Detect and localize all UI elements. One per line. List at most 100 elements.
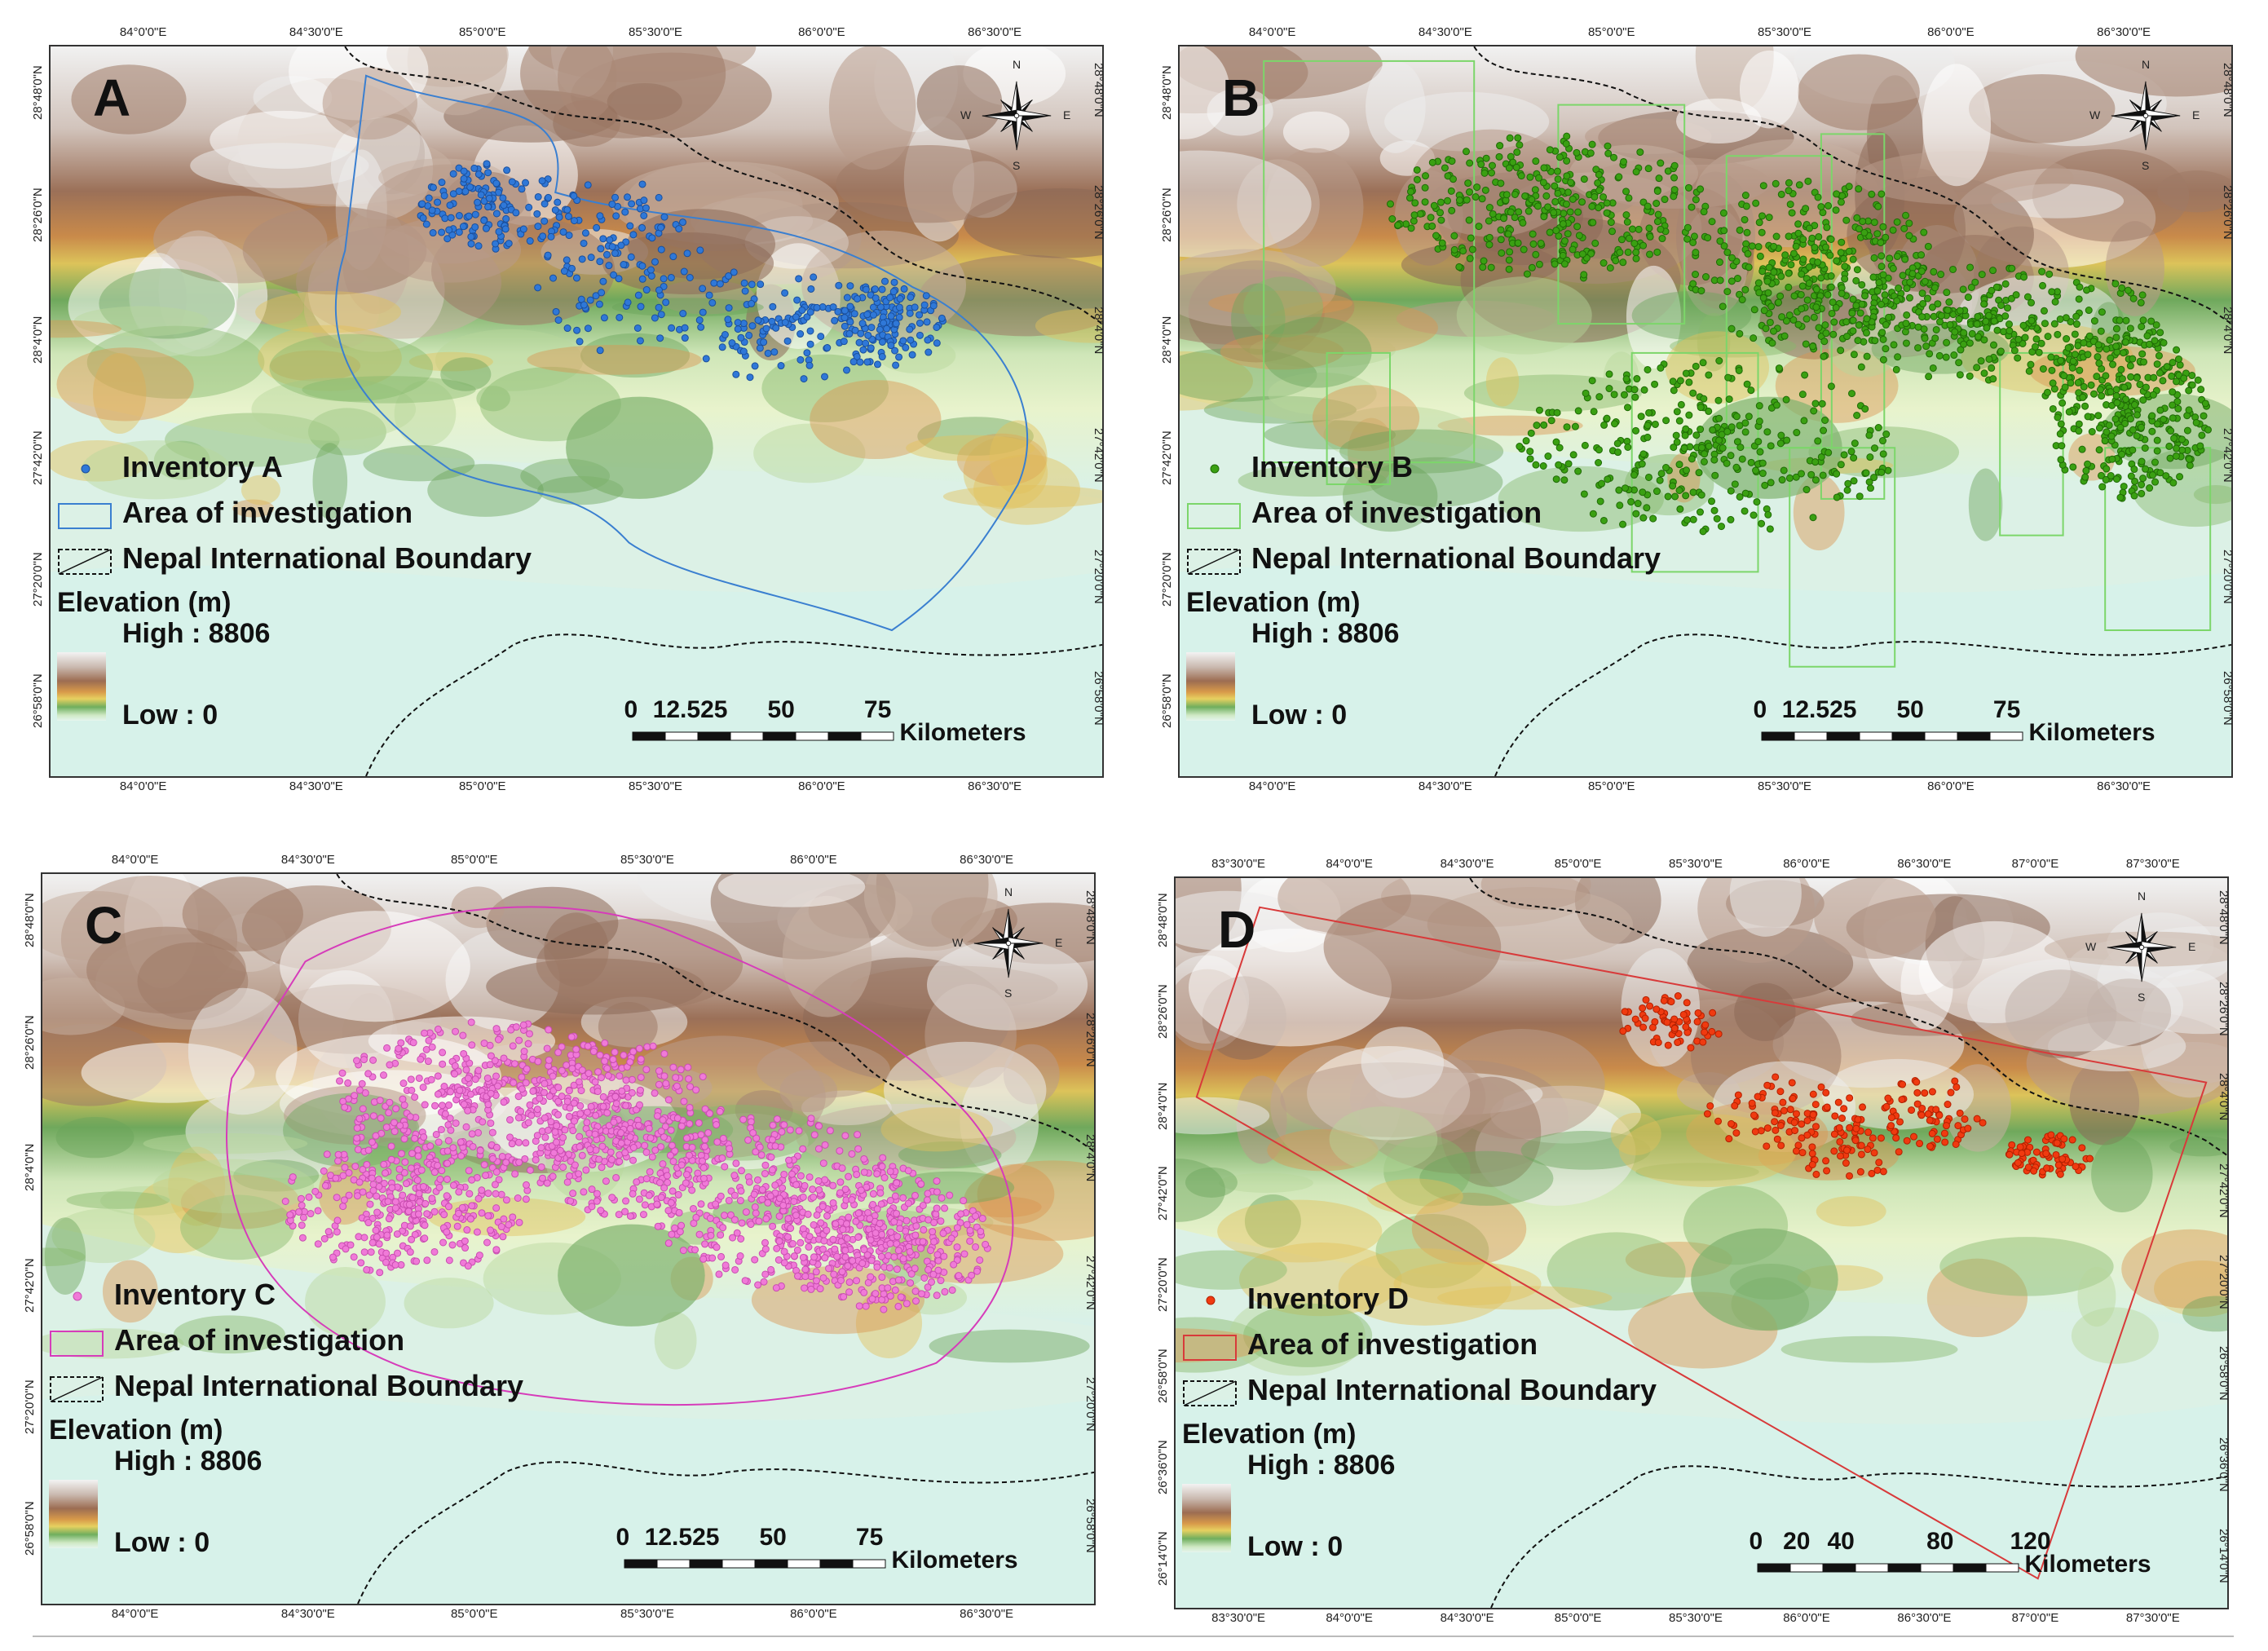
landslide-point — [2063, 336, 2070, 342]
landslide-point — [501, 1055, 507, 1062]
landslide-point — [2039, 268, 2045, 275]
landslide-point — [409, 1150, 416, 1157]
landslide-point — [545, 1127, 551, 1133]
landslide-point — [830, 1182, 836, 1189]
landslide-point — [1866, 432, 1873, 439]
landslide-point — [527, 238, 533, 245]
landslide-point — [684, 250, 691, 257]
landslide-point — [1688, 1044, 1694, 1051]
landslide-point — [1644, 366, 1651, 373]
landslide-point — [925, 1266, 932, 1273]
landslide-point — [1813, 286, 1820, 293]
landslide-point — [1691, 233, 1697, 240]
landslide-point — [646, 1125, 652, 1132]
landslide-point — [2139, 351, 2146, 357]
landslide-point — [1647, 251, 1653, 258]
coordinate-tick-left: 28°4'0"N — [1156, 1082, 1170, 1129]
coordinate-tick-bottom: 85°30'0"E — [1669, 1611, 1723, 1625]
legend-inventory-label: Inventory D — [1247, 1282, 1409, 1316]
landslide-point — [2045, 333, 2051, 340]
landslide-point — [658, 311, 664, 318]
landslide-point — [466, 1190, 473, 1197]
landslide-point — [2138, 424, 2144, 430]
landslide-point — [1946, 299, 1953, 306]
landslide-point — [437, 1176, 443, 1182]
landslide-point — [1486, 234, 1493, 241]
landslide-point — [1592, 240, 1599, 246]
landslide-point — [1820, 353, 1827, 360]
scale-label: 0 — [1750, 1528, 1763, 1556]
landslide-point — [1755, 244, 1762, 250]
landslide-point — [741, 280, 748, 286]
landslide-point — [1768, 303, 1775, 310]
scale-label: 50 — [1897, 696, 1924, 724]
landslide-point — [421, 1134, 427, 1141]
landslide-point — [797, 1239, 804, 1246]
landslide-point — [1785, 270, 1792, 276]
landslide-point — [418, 1167, 425, 1173]
landslide-point — [1851, 440, 1858, 447]
landslide-point — [1823, 1089, 1829, 1096]
landslide-point — [461, 175, 467, 182]
landslide-point — [337, 1078, 343, 1084]
landslide-point — [2117, 494, 2124, 501]
landslide-point — [733, 1160, 739, 1167]
compass-n-label: N — [2142, 58, 2150, 71]
landslide-point — [1582, 442, 1588, 448]
landslide-point — [830, 304, 836, 311]
landslide-point — [2098, 328, 2104, 334]
landslide-point — [2051, 320, 2058, 327]
landslide-point — [481, 217, 488, 223]
landslide-point — [643, 287, 650, 294]
landslide-point — [643, 1149, 650, 1155]
landslide-point — [679, 219, 686, 226]
landslide-point — [484, 1075, 491, 1081]
landslide-point — [1931, 285, 1938, 291]
landslide-point — [630, 1157, 637, 1163]
landslide-point — [2033, 336, 2040, 342]
landslide-point — [796, 1128, 802, 1134]
landslide-point — [1581, 271, 1587, 278]
landslide-point — [2015, 336, 2022, 342]
landslide-point — [924, 337, 931, 343]
landslide-point — [1715, 1031, 1722, 1037]
landslide-point — [1893, 366, 1900, 373]
landslide-point — [1540, 179, 1547, 186]
landslide-point — [1866, 479, 1873, 485]
landslide-point — [879, 338, 885, 345]
landslide-point — [2121, 384, 2128, 391]
landslide-point — [1498, 227, 1504, 233]
landslide-point — [1820, 472, 1826, 479]
landslide-point — [844, 1235, 850, 1242]
landslide-point — [1530, 241, 1537, 247]
landslide-point — [1880, 271, 1886, 278]
landslide-point — [518, 1074, 525, 1080]
landslide-point — [1653, 1006, 1660, 1013]
landslide-point — [532, 1157, 539, 1163]
landslide-point — [1850, 328, 1856, 334]
coordinate-tick-bottom: 85°0'0"E — [1588, 779, 1635, 793]
landslide-point — [887, 1240, 894, 1247]
landslide-point — [796, 276, 802, 282]
landslide-point — [898, 1294, 904, 1300]
landslide-point — [1601, 422, 1608, 428]
landslide-point — [445, 1203, 452, 1210]
landslide-point — [370, 1113, 377, 1119]
landslide-point — [561, 268, 567, 275]
landslide-point — [974, 1268, 981, 1274]
landslide-point — [638, 1056, 644, 1062]
landslide-point — [1616, 174, 1622, 180]
coordinate-tick-left: 28°48'0"N — [23, 894, 37, 948]
landslide-point — [1644, 422, 1651, 429]
coordinate-tick-top: 86°30'0"E — [2097, 25, 2151, 39]
landslide-point — [1759, 460, 1766, 466]
landslide-point — [340, 1203, 346, 1210]
landslide-point — [1486, 241, 1493, 248]
landslide-point — [802, 1266, 809, 1273]
landslide-point — [616, 276, 622, 282]
landslide-point — [896, 304, 902, 311]
elevation-ramp — [49, 1480, 98, 1548]
